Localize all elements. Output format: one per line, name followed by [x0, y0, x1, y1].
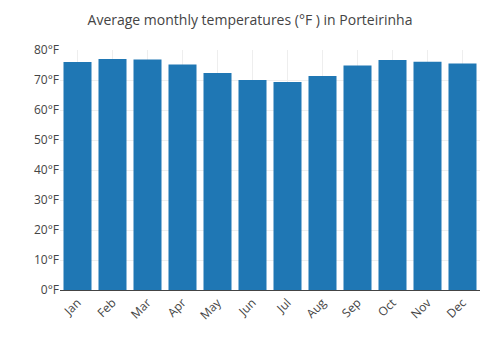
svg-text:40°F: 40°F [34, 161, 59, 178]
svg-text:Jan: Jan [60, 294, 85, 319]
svg-text:Jun: Jun [234, 294, 259, 319]
svg-text:60°F: 60°F [34, 101, 59, 118]
svg-text:10°F: 10°F [34, 251, 59, 268]
svg-text:0°F: 0°F [41, 281, 59, 298]
svg-text:Dec: Dec [443, 294, 470, 321]
svg-text:70°F: 70°F [34, 71, 59, 88]
svg-text:May: May [196, 294, 225, 323]
svg-text:Sep: Sep [338, 294, 365, 321]
svg-text:20°F: 20°F [34, 221, 59, 238]
svg-text:Aug: Aug [302, 294, 330, 322]
svg-text:Jul: Jul [272, 294, 294, 316]
svg-text:80°F: 80°F [34, 41, 59, 58]
svg-text:Oct: Oct [374, 294, 400, 320]
svg-text:Mar: Mar [127, 294, 155, 322]
svg-text:Average monthly temperatures (: Average monthly temperatures (°F ) in Po… [88, 10, 413, 29]
svg-text:Feb: Feb [93, 294, 119, 320]
svg-text:Apr: Apr [164, 294, 190, 320]
svg-text:30°F: 30°F [34, 191, 59, 208]
svg-text:50°F: 50°F [34, 131, 59, 148]
svg-text:Nov: Nov [407, 294, 435, 322]
